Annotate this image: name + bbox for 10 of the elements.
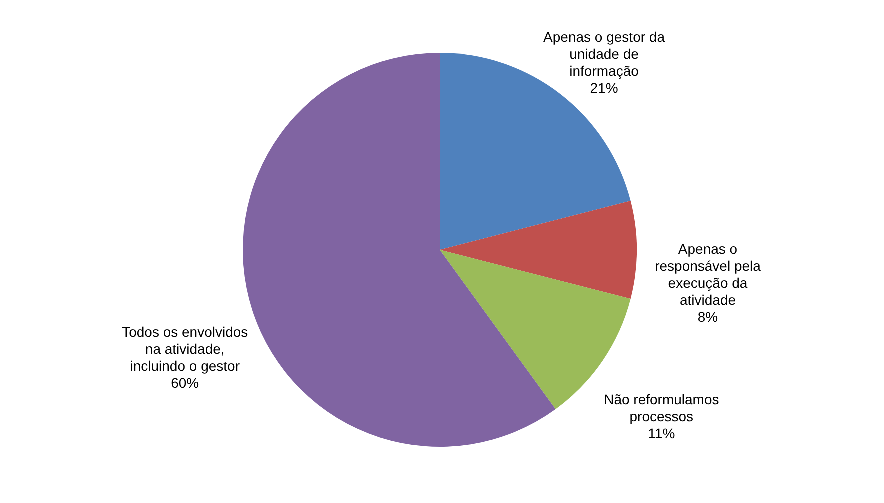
slice-label: Todos os envolvidos na atividade, incluindo o gestor bbox=[122, 324, 248, 374]
data-label: 60% bbox=[171, 374, 200, 391]
slice-label: Apenas o gestor da unidade de informação bbox=[544, 29, 666, 80]
data-label: 11% bbox=[648, 426, 676, 442]
slice-label: Apenas o responsável pela execução da atividade bbox=[655, 241, 762, 308]
slice-label: Não reformulamos processos bbox=[604, 392, 720, 425]
data-label: 8% bbox=[698, 309, 718, 325]
pie-slice bbox=[440, 201, 637, 299]
pie-slice bbox=[440, 250, 631, 410]
data-label: 21% bbox=[590, 80, 618, 96]
